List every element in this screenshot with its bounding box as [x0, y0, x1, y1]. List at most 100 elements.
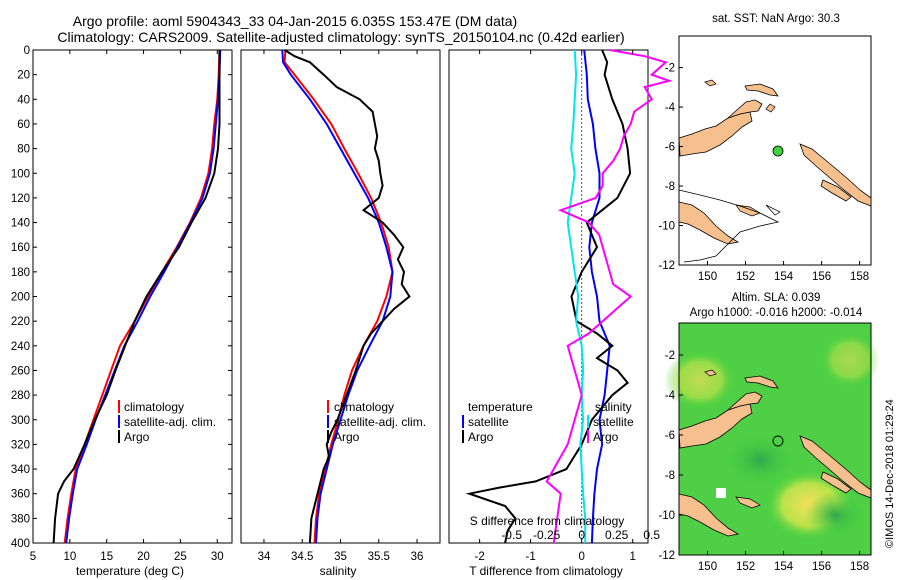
sla-map-axes: 150 152 154 156 158 -2 -4 -6 -8 -10 -12	[658, 350, 869, 573]
float-position-marker	[772, 435, 784, 447]
s-difference-label: S difference from climatology	[470, 514, 625, 528]
depth-tick-label: 280	[11, 390, 30, 402]
solomon-islands-land	[820, 471, 852, 494]
sla-high-anomaly	[820, 332, 880, 388]
lon-tick-label: 154	[774, 561, 794, 573]
depth-tick-label: 360	[11, 489, 30, 501]
sst-map: sat. SST: NaN Argo: 30.3 150 152 154 156 158…	[658, 13, 872, 283]
lon-tick-label: 152	[736, 271, 755, 283]
new-guinea-land	[678, 403, 753, 449]
temperature-x-axis: 5 10 15 20 25 30	[30, 50, 224, 563]
sal-legend-satellite-adj: satellite-adj. clim.	[334, 415, 426, 429]
lon-tick-label: 156	[812, 561, 831, 573]
difference-tick-label: -1	[526, 551, 536, 563]
depth-tick-label: 380	[11, 513, 30, 525]
depth-tick-label: 160	[11, 242, 30, 254]
temperature-axes	[32, 49, 233, 544]
s-difference-tick-label: 0.5	[643, 528, 660, 542]
diff-legend-s-satellite: satellite	[593, 415, 634, 429]
solomon-islands-land	[820, 179, 852, 202]
diff-legend-t-argo: Argo	[468, 430, 494, 444]
small-island	[765, 103, 776, 113]
temperature-tick-label: 10	[63, 551, 76, 563]
series-line-temperature-argo	[465, 49, 632, 544]
series-line-salinity-satellite	[566, 49, 587, 543]
s-difference-axis: -0.5 -0.25 0 0.25 0.5	[501, 528, 660, 542]
lon-tick-label: 150	[698, 271, 717, 283]
lon-tick-label: 154	[774, 271, 794, 283]
sst-map-axes: 150 152 154 156 158 -2 -4 -6 -8 -10 -12	[658, 63, 869, 283]
salinity-legend: climatology satellite-adj. clim. Argo	[327, 400, 426, 444]
small-island	[735, 204, 761, 217]
new-ireland-land	[744, 375, 779, 389]
sst-map-coastlines	[678, 79, 872, 263]
legend-climatology: climatology	[124, 400, 184, 414]
sal-legend-climatology: climatology	[334, 400, 394, 414]
temperature-tick-label: 5	[30, 551, 36, 563]
new-ireland-land	[744, 83, 779, 97]
depth-tick-label: 340	[11, 464, 30, 476]
depth-tick-label: 60	[17, 119, 30, 131]
sla-map-frame	[678, 322, 872, 556]
lon-tick-label: 150	[698, 561, 717, 573]
difference-x-axis: -2 -1 0 1	[474, 50, 636, 563]
temperature-tick-label: 30	[211, 551, 224, 563]
temperature-tick-label: 25	[174, 551, 187, 563]
depth-tick-label: 120	[11, 193, 30, 205]
small-island	[704, 369, 717, 377]
lat-tick-label: -4	[665, 390, 676, 402]
depth-tick-label: 180	[11, 267, 30, 279]
temperature-tick-label: 20	[137, 551, 150, 563]
sla-low-anomaly	[726, 434, 794, 486]
temperature-panel: 0204060801001201401601802002202402602803…	[11, 45, 648, 578]
figure-title-line2: Climatology: CARS2009. Satellite-adjuste…	[57, 29, 624, 45]
huon-land	[727, 99, 763, 119]
solomon-islands-land	[799, 143, 872, 207]
s-difference-tick-label: -0.25	[533, 528, 561, 542]
depth-tick-label: 200	[11, 292, 30, 304]
sla-map-subtitle: Argo h1000: -0.016 h2000: -0.014	[690, 307, 863, 319]
temperature-legend: climatology satellite-adj. clim. Argo	[118, 400, 216, 444]
float-position-marker	[772, 145, 784, 157]
depth-tick-label: 400	[11, 538, 30, 550]
salinity-axes	[240, 49, 441, 544]
lat-tick-label: -2	[665, 350, 675, 362]
series-line-salinity-argo	[545, 49, 673, 544]
series-line-temperature-satellite	[583, 49, 611, 544]
papua-land	[678, 201, 740, 245]
difference-legend: temperature satellite Argo salinity sate…	[462, 400, 634, 444]
depth-tick-label: 80	[17, 144, 30, 156]
difference-tick-label: -2	[474, 551, 484, 563]
depth-tick-label: 300	[11, 415, 30, 427]
depth-tick-label: 40	[17, 94, 30, 106]
depth-tick-label: 100	[11, 168, 30, 180]
huon-land	[727, 391, 763, 411]
depth-tick-label: 20	[17, 70, 30, 82]
temperature-xlabel: temperature (deg C)	[76, 564, 184, 578]
sla-low-anomaly	[805, 491, 865, 539]
salinity-tick-label: 34	[258, 551, 271, 563]
salinity-tick-label: 36	[411, 551, 424, 563]
depth-tick-label: 240	[11, 341, 30, 353]
depth-tick-label: 0	[24, 45, 30, 57]
sal-legend-argo: Argo	[334, 430, 360, 444]
lat-tick-label: -6	[665, 142, 675, 154]
s-difference-tick-label: -0.5	[501, 528, 522, 542]
sla-map-title: Altim. SLA: 0.039	[732, 292, 821, 304]
salinity-x-axis: 34 34.5 35 35.5 36	[258, 50, 424, 563]
figure-title-line1: Argo profile: aoml 5904343_33 04-Jan-201…	[73, 13, 517, 29]
coastline-contour	[765, 204, 781, 216]
diff-legend-temperature: temperature	[468, 400, 533, 414]
lat-tick-label: -2	[665, 63, 675, 75]
depth-tick-label: 220	[11, 316, 30, 328]
salinity-tick-label: 34.5	[291, 551, 313, 563]
depth-tick-label: 140	[11, 218, 30, 230]
papua-land	[678, 493, 740, 537]
temperature-tick-label: 15	[100, 551, 113, 563]
lon-tick-label: 158	[850, 561, 869, 573]
salinity-tick-label: 35.5	[368, 551, 390, 563]
series-line-argo	[284, 49, 411, 544]
small-island	[735, 496, 761, 509]
diff-legend-salinity: salinity	[595, 400, 632, 414]
